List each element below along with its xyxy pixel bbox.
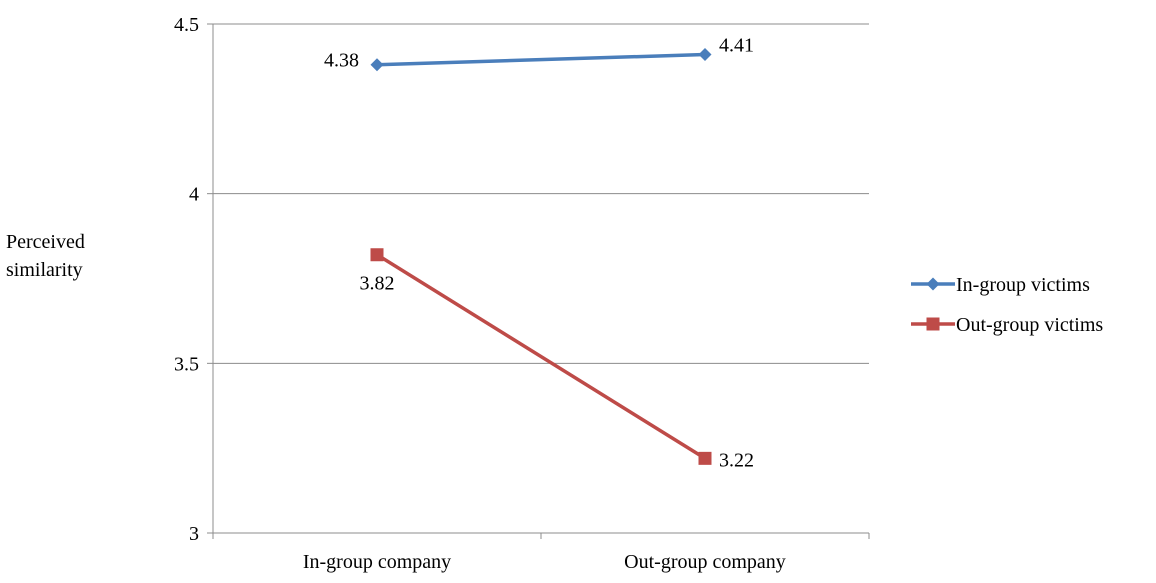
series-line [376,253,706,460]
y-axis-title: Perceived similarity [6,231,85,281]
y-tick-label: 3.5 [174,353,199,375]
series-line [376,52,706,67]
legend-marker [926,277,940,291]
data-label: 4.41 [719,35,754,57]
data-point [698,48,712,62]
data-label: 4.38 [324,50,359,72]
y-tick-label: 4 [189,184,199,206]
data-label: 3.22 [719,449,754,471]
x-tick-label: In-group company [303,551,451,573]
legend-label: Out-group victims [956,314,1103,336]
x-tick-label: Out-group company [624,551,786,573]
legend-label: In-group victims [956,274,1090,296]
data-label: 3.82 [360,273,395,295]
data-point [370,58,384,72]
y-tick-label: 4.5 [174,14,199,36]
y-tick-label: 3 [189,523,199,545]
legend-marker [926,317,940,331]
data-point [370,248,384,262]
data-point [698,451,712,465]
